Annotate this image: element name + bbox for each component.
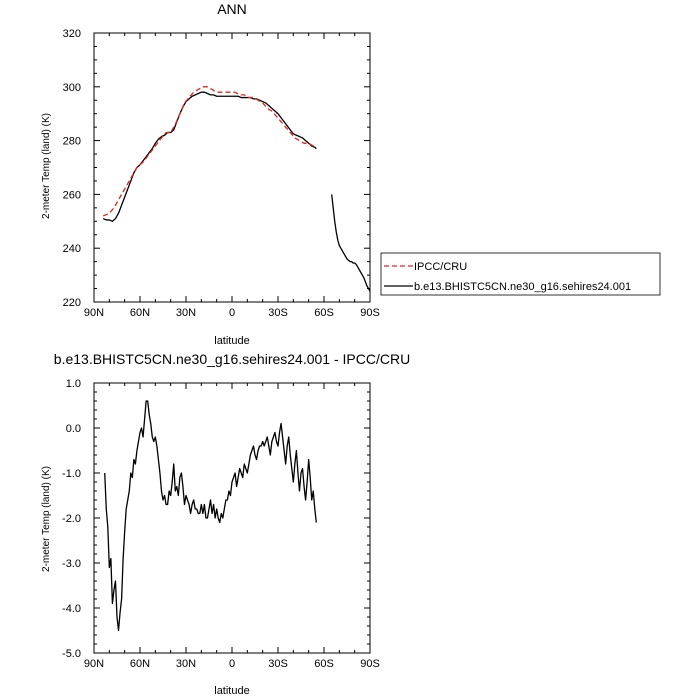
- top-y-tick-label: 260: [63, 189, 81, 201]
- top-x-tick-label: 60N: [130, 307, 150, 319]
- top-panel: ANN 2-meter Temp (land) (K) latitude 90N…: [41, 1, 380, 347]
- bottom-x-tick-label: 30N: [176, 658, 196, 670]
- bottom-x-tick-label: 60S: [314, 658, 334, 670]
- bottom-x-axis-label: latitude: [214, 685, 249, 697]
- bottom-chart-title: b.e13.BHISTC5CN.ne30_g16.sehires24.001 -…: [54, 351, 410, 367]
- bottom-y-tick-label: -2.0: [62, 513, 81, 525]
- bottom-y-tick-label: 0.0: [66, 423, 81, 435]
- top-y-axis-label: 2-meter Temp (land) (K): [41, 113, 52, 219]
- bottom-y-tick-label: -4.0: [62, 603, 81, 615]
- bottom-panel: b.e13.BHISTC5CN.ne30_g16.sehires24.001 -…: [41, 351, 410, 697]
- top-series-lines: [102, 86, 371, 292]
- top-y-tick-label: 280: [63, 136, 81, 148]
- bottom-y-tick-label: -3.0: [62, 558, 81, 570]
- top-y-tick-label: 320: [63, 28, 81, 40]
- top-series-line-1: [102, 91, 371, 292]
- legend-box: [380, 252, 661, 296]
- top-y-tick-label: 300: [63, 82, 81, 94]
- top-x-tick-label: 60S: [314, 307, 334, 319]
- bottom-y-tick-label: 1.0: [66, 378, 81, 390]
- top-x-tick-label: 0: [229, 307, 235, 319]
- bottom-x-tick-label: 60N: [130, 658, 150, 670]
- bottom-y-tick-label: -1.0: [62, 468, 81, 480]
- top-series-line-0: [102, 86, 317, 217]
- bottom-axis-ticks: [93, 382, 371, 654]
- legend-label-ipcc-cru: IPCC/CRU: [414, 261, 467, 273]
- top-chart-title: ANN: [217, 1, 247, 17]
- bottom-y-axis-label: 2-meter Temp (land) (K): [41, 466, 52, 572]
- top-x-axis-label: latitude: [214, 335, 249, 347]
- top-x-tick-label: 90S: [360, 307, 380, 319]
- bottom-x-tick-label: 30S: [268, 658, 288, 670]
- bottom-x-tick-label: 90S: [360, 658, 380, 670]
- legend: IPCC/CRU b.e13.BHISTC5CN.ne30_g16.sehire…: [380, 252, 661, 296]
- top-tick-labels: 90N 60N 30N 0 30S 60S 90S 220 240 260 280 300 320: [63, 28, 380, 319]
- top-x-tick-label: 30S: [268, 307, 288, 319]
- legend-label-model: b.e13.BHISTC5CN.ne30_g16.sehires24.001: [414, 281, 631, 293]
- top-axis-ticks: [93, 32, 371, 303]
- top-y-tick-label: 220: [63, 297, 81, 309]
- bottom-x-tick-label: 0: [229, 658, 235, 670]
- bottom-tick-labels: 90N 60N 30N 0 30S 60S 90S 1.0 0.0 -1.0 -2.0 -3.0 -4.…: [62, 378, 380, 670]
- bottom-series-lines: [104, 400, 317, 632]
- top-x-tick-label: 90N: [84, 307, 104, 319]
- top-plot-frame: [93, 32, 371, 303]
- bottom-y-tick-label: -5.0: [62, 648, 81, 660]
- bottom-series-line-0: [104, 400, 317, 632]
- top-x-tick-label: 30N: [176, 307, 196, 319]
- bottom-plot-frame: [93, 382, 371, 654]
- top-y-tick-label: 240: [63, 243, 81, 255]
- bottom-x-tick-label: 90N: [84, 658, 104, 670]
